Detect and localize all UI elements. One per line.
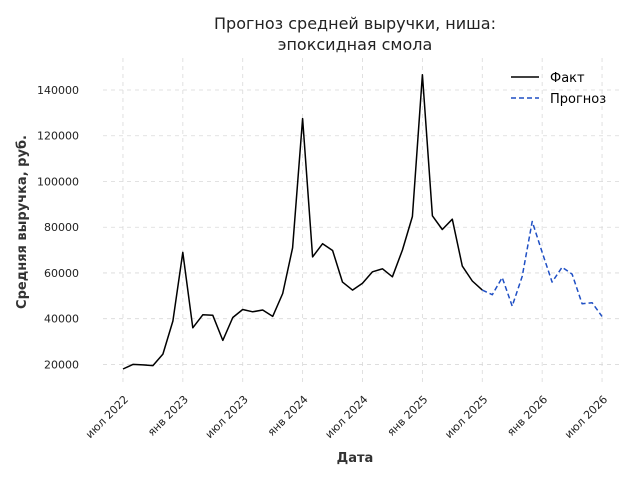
y-tick-label: 80000 xyxy=(44,221,79,234)
y-tick-label: 60000 xyxy=(44,267,79,280)
y-axis-ticks: 20000 40000 60000 80000 100000 120000 140000 xyxy=(37,84,79,371)
legend-label-fact: Факт xyxy=(550,71,585,86)
y-tick-label: 40000 xyxy=(44,313,79,326)
x-tick-label: июл 2024 xyxy=(323,393,371,441)
x-tick-label: июл 2022 xyxy=(83,393,131,441)
x-tick-label: янв 2024 xyxy=(265,393,311,439)
y-tick-label: 100000 xyxy=(37,175,79,188)
x-tick-label: июл 2023 xyxy=(203,393,251,441)
x-tick-label: июл 2025 xyxy=(442,393,490,441)
legend-label-forecast: Прогноз xyxy=(550,92,606,107)
legend: Факт Прогноз xyxy=(511,71,606,107)
chart-title-line-1: Прогноз средней выручки, ниша: xyxy=(214,14,496,33)
series-line-fact xyxy=(122,73,483,370)
x-axis-label: Дата xyxy=(337,451,374,466)
x-axis-ticks: июл 2022 янв 2023 июл 2023 янв 2024 июл 2024… xyxy=(83,393,610,441)
x-tick-label: янв 2023 xyxy=(145,393,191,439)
x-tick-label: янв 2025 xyxy=(385,393,431,439)
y-tick-label: 140000 xyxy=(37,84,79,97)
grid xyxy=(103,58,622,385)
y-axis-label: Средняя выручка, руб. xyxy=(15,135,30,309)
y-tick-label: 120000 xyxy=(37,130,79,143)
x-tick-label: янв 2026 xyxy=(504,393,550,439)
series-lines xyxy=(122,73,603,370)
x-tick-label: июл 2026 xyxy=(562,393,610,441)
chart-title-line-2: эпоксидная смола xyxy=(278,35,433,54)
series-line-forecast xyxy=(481,220,603,317)
y-tick-label: 20000 xyxy=(44,358,79,371)
